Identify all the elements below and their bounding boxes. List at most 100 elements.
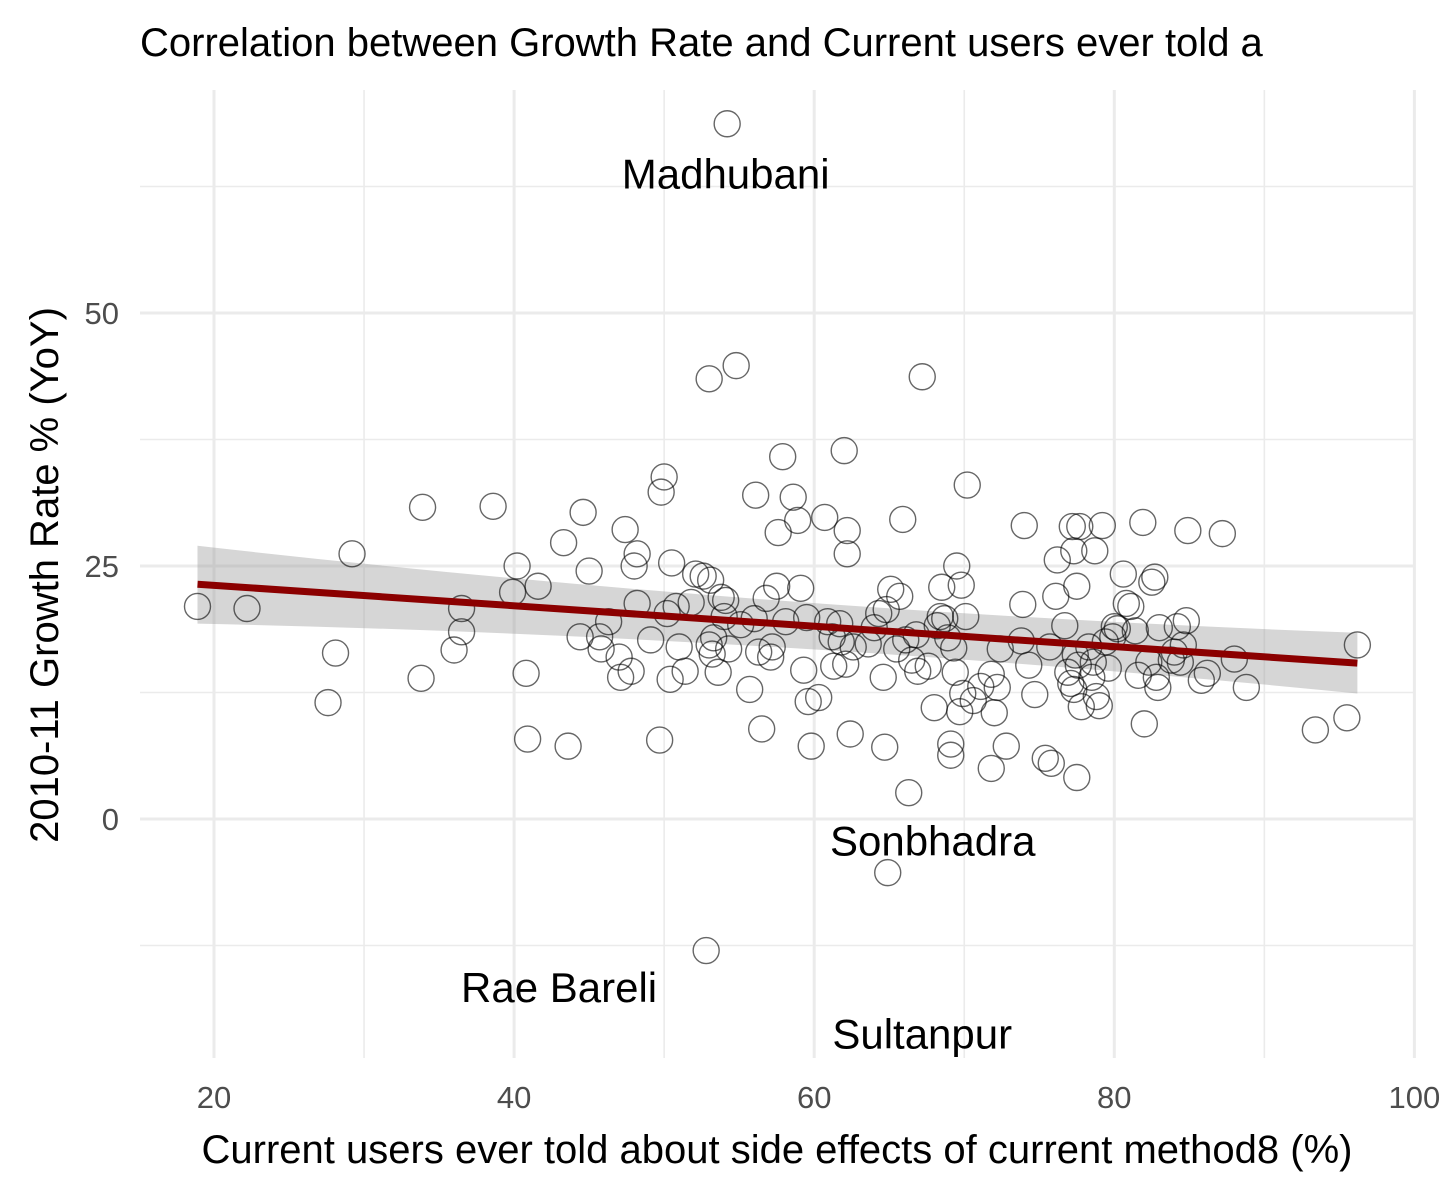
data-point: [338, 540, 366, 568]
data-point: [1141, 563, 1169, 591]
data-point: [233, 594, 261, 623]
data-point: [820, 652, 848, 680]
data-point: [883, 635, 911, 663]
data-point: [889, 505, 917, 534]
data-point: [1081, 537, 1109, 565]
data-point: [980, 699, 1008, 727]
data-point: [1015, 651, 1043, 679]
data-point: [1063, 763, 1091, 792]
data-point: [714, 635, 743, 663]
data-point: [908, 363, 936, 391]
data-point: [758, 633, 786, 661]
data-point: [1130, 710, 1159, 738]
data-point: [617, 657, 645, 685]
data-point: [1085, 691, 1113, 720]
data-point: [953, 471, 981, 499]
data-point: [762, 572, 791, 600]
data-point: [620, 552, 648, 580]
data-point: [1078, 663, 1106, 692]
data-point: [977, 754, 1005, 783]
data-point: [611, 515, 639, 544]
data-point: [1109, 560, 1138, 588]
annotations: Madhubani Sonbhadra Rae Bareli Sultanpur: [461, 150, 1036, 1057]
data-point: [606, 663, 635, 692]
data-point: [1112, 589, 1141, 618]
point-annotation: Sonbhadra: [830, 817, 1036, 864]
data-point: [1187, 666, 1216, 695]
data-point: [805, 683, 833, 712]
data-point: [865, 599, 893, 628]
data-point: [943, 552, 971, 580]
data-point: [789, 656, 818, 684]
data-point: [895, 778, 923, 807]
data-point: [594, 607, 623, 636]
data-point: [650, 463, 678, 491]
data-point: [183, 592, 212, 621]
data-point: [833, 516, 861, 545]
data-point: [657, 549, 686, 577]
data-point: [692, 936, 720, 965]
data-point: [447, 618, 476, 646]
data-point: [783, 506, 812, 535]
data-point: [959, 686, 987, 715]
data-point: [797, 732, 825, 760]
data-point: [695, 365, 723, 393]
data-point: [811, 503, 839, 532]
point-annotation: Rae Bareli: [461, 964, 657, 1011]
data-point: [1172, 606, 1201, 635]
y-tick-label: 0: [102, 802, 119, 837]
data-point: [1144, 673, 1172, 702]
data-point: [479, 492, 507, 520]
confidence-band: [197, 545, 1358, 694]
data-point: [1067, 692, 1095, 721]
data-point: [1100, 613, 1129, 641]
data-point: [447, 594, 476, 623]
x-tick-label: 60: [797, 1080, 831, 1115]
data-point: [794, 687, 822, 716]
data-point: [698, 640, 726, 668]
data-point: [1060, 537, 1088, 565]
data-point: [1094, 654, 1122, 682]
data-point: [833, 540, 861, 568]
data-point: [713, 110, 741, 138]
x-tick-label: 80: [1097, 1080, 1131, 1115]
data-point: [1009, 590, 1037, 619]
data-point: [696, 566, 725, 594]
data-point: [747, 715, 776, 743]
data-point: [992, 732, 1020, 760]
data-point: [1082, 682, 1110, 711]
data-point: [647, 478, 675, 506]
x-tick-label: 20: [197, 1080, 231, 1115]
data-point: [549, 529, 578, 557]
data-point: [689, 562, 717, 590]
x-tick-label: 100: [1389, 1080, 1440, 1115]
data-point: [1043, 546, 1071, 574]
data-point: [914, 652, 942, 680]
data-point: [768, 443, 797, 471]
data-point: [832, 650, 860, 678]
data-point: [1343, 631, 1372, 659]
data-point: [874, 858, 902, 887]
data-point: [605, 643, 633, 671]
data-point: [1021, 680, 1049, 709]
grid: [140, 90, 1416, 1058]
data-point: [1010, 511, 1038, 540]
data-point: [1036, 633, 1064, 661]
data-point: [408, 493, 437, 522]
data-point: [1031, 744, 1059, 772]
data-point: [1138, 568, 1166, 596]
data-point: [735, 675, 764, 704]
data-point: [1333, 704, 1361, 732]
data-point: [503, 552, 531, 580]
data-point: [1232, 673, 1261, 702]
data-point: [587, 635, 615, 663]
y-axis-title: 2010-11 Growth Rate % (YoY): [23, 307, 67, 843]
x-tick-label: 40: [497, 1080, 531, 1115]
data-point: [920, 693, 948, 722]
y-tick-label: 50: [85, 296, 119, 331]
data-point: [1066, 512, 1094, 541]
point-annotation: Madhubani: [622, 150, 830, 197]
chart-title: Correlation between Growth Rate and Curr…: [140, 21, 1264, 65]
data-point: [636, 626, 665, 654]
